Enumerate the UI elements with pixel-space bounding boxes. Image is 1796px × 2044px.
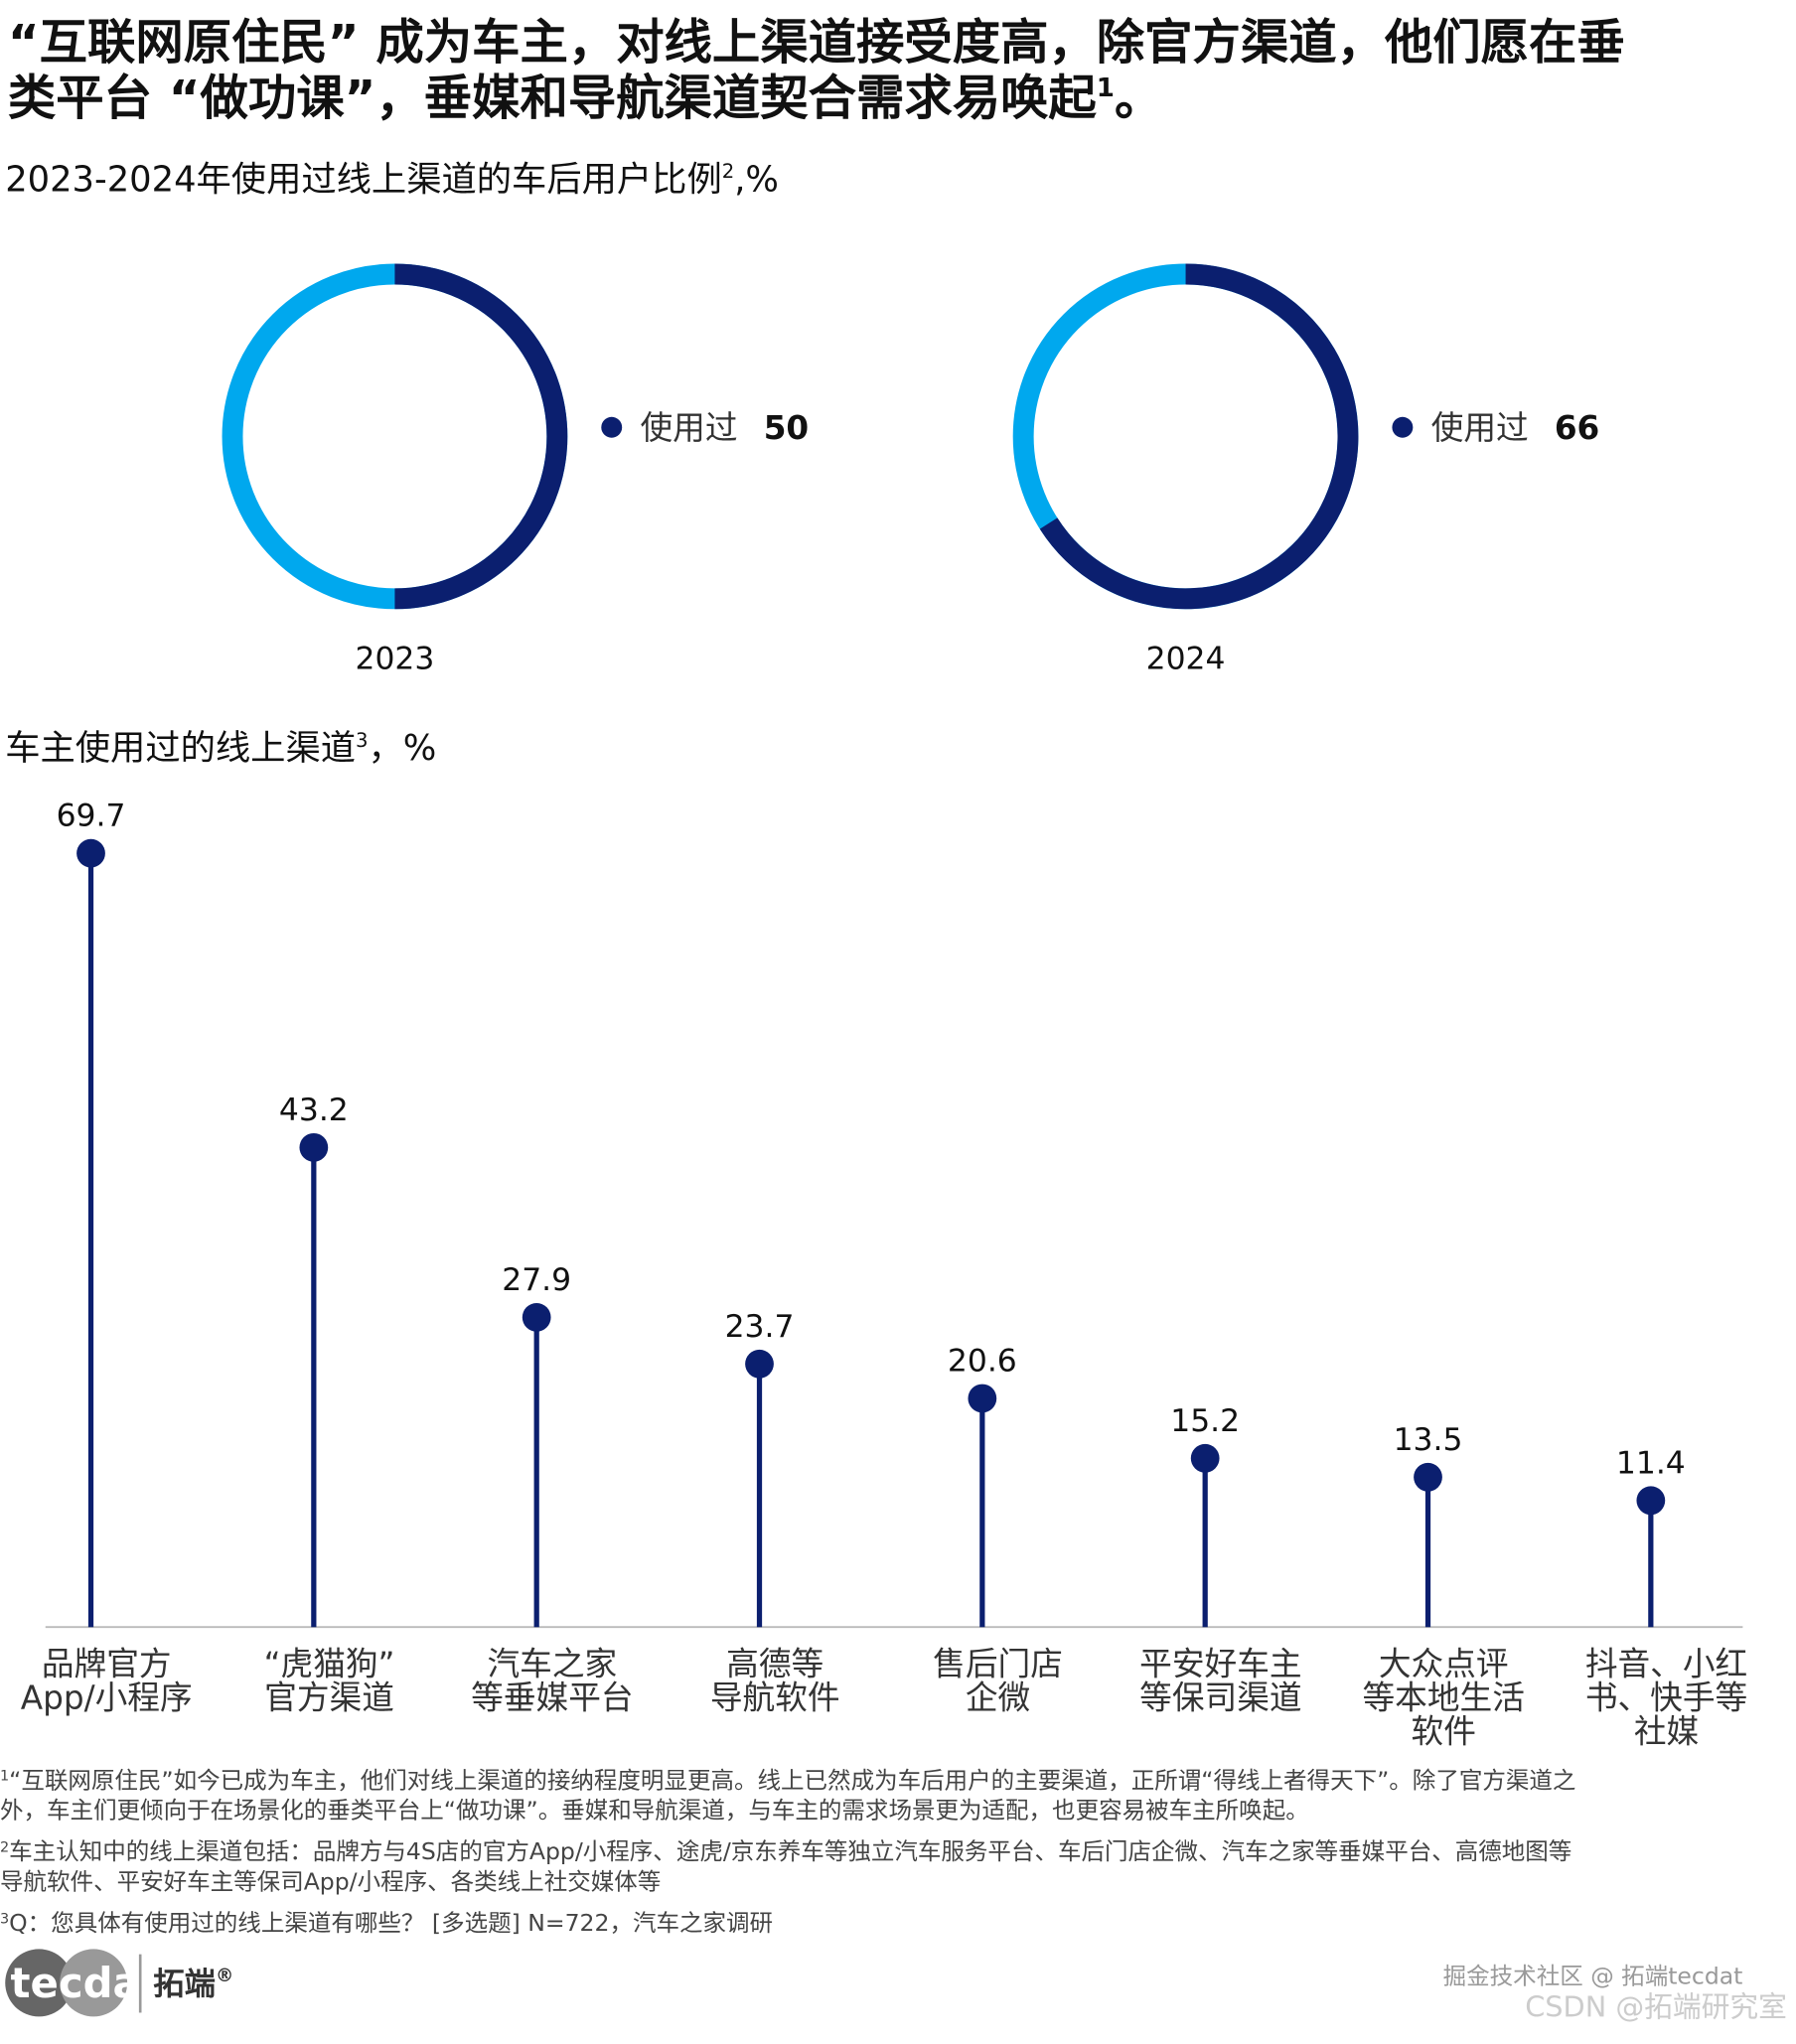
dot — [745, 1349, 774, 1379]
x-tick-label: 高德等 — [726, 1646, 823, 1683]
logo-brand: tecdat — [10, 1959, 160, 2007]
chart-unit: ,% — [734, 159, 779, 200]
legend-marker — [1392, 416, 1414, 438]
footnote-text: 导航软件、平安好车主等保司App/小程序、各类线上社交媒体等 — [0, 1867, 661, 1895]
legend-value: 50 — [764, 409, 809, 447]
dot — [76, 838, 105, 868]
chart-title: 2023-2024年使用过线上渠道的车后用户比例2,% — [5, 159, 779, 200]
x-tick-label: 等本地生活 — [1363, 1679, 1525, 1717]
footnote-text: 车主认知中的线上渠道包括：品牌方与4S店的官方App/小程序、途虎/京东养车等独… — [9, 1837, 1572, 1865]
footnote-mark: 2 — [722, 160, 734, 183]
dot — [299, 1132, 329, 1162]
x-tick-label: 大众点评 — [1379, 1646, 1509, 1683]
x-tick-label: 等保司渠道 — [1139, 1679, 1301, 1717]
x-label: 2024 — [1146, 641, 1226, 676]
footnote: 2车主认知中的线上渠道包括：品牌方与4S店的官方App/小程序、途虎/京东养车等… — [0, 1837, 1572, 1865]
dot — [1190, 1443, 1220, 1473]
footnote: 3Q：您具体有使用过的线上渠道有哪些？ [多选题] N=722，汽车之家调研 — [0, 1909, 773, 1937]
value-label: 11.4 — [1616, 1445, 1686, 1481]
dot — [968, 1384, 997, 1413]
footnotes: 1“互联网原住民”如今已成为车主，他们对线上渠道的接纳程度明显更高。线上已然成为… — [0, 1766, 1575, 1937]
footnote-text: Q：您具体有使用过的线上渠道有哪些？ [多选题] N=722，汽车之家调研 — [9, 1909, 773, 1937]
x-tick-label: 官方渠道 — [264, 1679, 394, 1717]
x-tick-label: 等垂媒平台 — [471, 1679, 633, 1717]
x-tick-label: 社媒 — [1634, 1713, 1699, 1751]
headline: 类平台 “做功课”，垂媒和导航渠道契合需求易唤起 — [8, 71, 1098, 126]
logo-name: 拓端® — [153, 1966, 233, 2002]
chart-title: 车主使用过的线上渠道 — [5, 728, 356, 769]
donut-segment — [1039, 263, 1359, 610]
x-tick-label: 抖音、小红 — [1585, 1646, 1747, 1683]
watermark: CSDN @拓端研究室 — [1525, 1989, 1787, 2023]
headline: 类平台 “做功课”，垂媒和导航渠道契合需求易唤起1。 — [8, 71, 1163, 126]
chart-title: 车主使用过的线上渠道3，% — [5, 728, 436, 769]
value-label: 27.9 — [502, 1262, 571, 1298]
dot — [1636, 1486, 1666, 1516]
x-tick-label: 企微 — [966, 1679, 1030, 1717]
x-tick-label: 品牌官方 — [42, 1646, 172, 1683]
footnote: 1“互联网原住民”如今已成为车主，他们对线上渠道的接纳程度明显更高。线上已然成为… — [0, 1766, 1575, 1794]
logo-mark: ® — [216, 1966, 233, 1986]
watermark: 掘金技术社区 @ 拓端tecdat — [1443, 1963, 1743, 1990]
footnote-mark: 1 — [0, 1768, 9, 1784]
footnote-mark: 1 — [1097, 73, 1115, 103]
headline: “互联网原住民” 成为车主，对线上渠道接受度高，除官方渠道，他们愿在垂 — [8, 15, 1625, 71]
dot — [1414, 1462, 1442, 1492]
logo-name: 拓端 — [153, 1967, 216, 2002]
logo: tecdat 拓端® — [5, 1949, 233, 2017]
x-tick-label: 导航软件 — [710, 1679, 840, 1717]
chart-unit: ，% — [369, 728, 437, 769]
value-label: 23.7 — [725, 1309, 795, 1345]
headline: 。 — [1115, 71, 1162, 126]
footnote-mark: 3 — [356, 729, 368, 752]
logo-circle — [60, 1949, 128, 2017]
x-tick-label: App/小程序 — [21, 1679, 193, 1717]
x-tick-label: 平安好车主 — [1139, 1646, 1301, 1683]
x-tick-label: 汽车之家 — [488, 1646, 618, 1683]
legend-value: 66 — [1555, 409, 1599, 447]
value-label: 15.2 — [1170, 1403, 1240, 1439]
dot — [522, 1302, 551, 1332]
charts: 2023-2024年使用过线上渠道的车后用户比例2,% 使用过 50 2023 使用过 6… — [5, 159, 1747, 1750]
value-label: 20.6 — [948, 1343, 1017, 1379]
footnote-mark: 2 — [0, 1839, 9, 1855]
footnote-text: “互联网原住民”如今已成为车主，他们对线上渠道的接纳程度明显更高。线上已然成为车… — [9, 1766, 1575, 1794]
footnote: 导航软件、平安好车主等保司App/小程序、各类线上社交媒体等 — [0, 1867, 661, 1895]
legend-label: 使用过 — [1431, 409, 1529, 447]
x-label: 2023 — [356, 641, 435, 676]
logo-circle — [5, 1949, 74, 2017]
footnote: 外，车主们更倾向于在场景化的垂类平台上“做功课”。垂媒和导航渠道，与车主的需求场… — [0, 1796, 1309, 1824]
legend-label: 使用过 — [641, 409, 738, 447]
value-label: 13.5 — [1394, 1422, 1463, 1458]
value-label: 69.7 — [57, 799, 126, 834]
chart-title: 2023-2024年使用过线上渠道的车后用户比例 — [5, 159, 722, 200]
x-tick-label: 软件 — [1412, 1713, 1476, 1751]
x-tick-label: 售后门店 — [933, 1646, 1063, 1683]
x-tick-label: 书、快手等 — [1585, 1679, 1747, 1717]
footnote-text: 外，车主们更倾向于在场景化的垂类平台上“做功课”。垂媒和导航渠道，与车主的需求场… — [0, 1796, 1309, 1824]
footnote-mark: 3 — [0, 1911, 9, 1927]
donut-segment — [394, 263, 568, 610]
value-label: 43.2 — [279, 1093, 349, 1128]
x-tick-label: “虎猫狗” — [264, 1646, 395, 1683]
legend-marker — [601, 416, 623, 438]
